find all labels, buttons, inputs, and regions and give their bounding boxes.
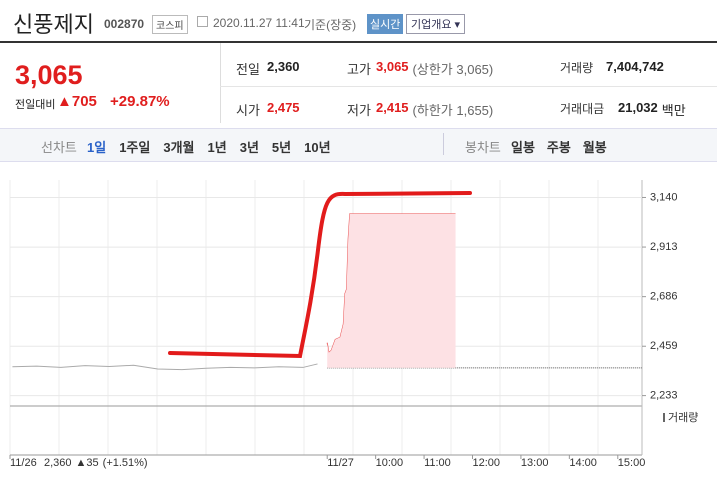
- tab[interactable]: 주봉: [546, 140, 571, 155]
- tab[interactable]: 3개월: [163, 140, 195, 155]
- company-info-text: 기업개요: [411, 19, 452, 31]
- stat-value: 3,065: [376, 59, 409, 74]
- stat-label: 전일: [236, 62, 260, 77]
- title: 신풍제지: [13, 12, 94, 37]
- stat-value: 21,032: [618, 100, 658, 115]
- header-rule: [0, 41, 717, 43]
- divider: [443, 133, 444, 155]
- basis: 기준(장중): [304, 18, 357, 32]
- tab-label: 봉차트: [465, 140, 501, 155]
- market: 코스피: [152, 15, 188, 34]
- divider: [220, 86, 717, 87]
- company-info[interactable]: 기업개요 ▾: [406, 14, 466, 34]
- prev-close: 2,360: [44, 457, 72, 469]
- realtime-badge[interactable]: 실시간: [367, 14, 404, 34]
- tab-bar: [0, 128, 717, 162]
- y-tick-label: 2,233: [650, 390, 678, 402]
- x-tick-label: 11/27: [327, 457, 354, 469]
- stat-unit: 백만: [661, 103, 686, 118]
- x-tick-label: 10:00: [376, 457, 404, 469]
- x-tick-label: 11/26: [10, 457, 37, 469]
- tab[interactable]: 월봉: [582, 140, 607, 155]
- x-tick-label: 14:00: [569, 457, 597, 469]
- grid: [9, 180, 599, 455]
- stat-label: 고가: [347, 62, 371, 77]
- x-tick-label: 11:00: [424, 457, 451, 469]
- y-tick-label: 3,140: [650, 191, 678, 203]
- tab[interactable]: 10년: [304, 140, 331, 155]
- change-value: 705: [71, 93, 97, 110]
- tab[interactable]: 일봉: [511, 140, 535, 155]
- y-tick-label: 2,913: [650, 241, 678, 253]
- tab[interactable]: 1년: [207, 140, 227, 155]
- divider: [220, 43, 221, 123]
- stat-value: 2,360: [267, 59, 300, 74]
- price-line: [12, 363, 318, 371]
- change-rate: +29.87%: [110, 93, 170, 110]
- stat-label: 거래대금: [560, 102, 605, 116]
- volume-icon: [663, 413, 665, 422]
- tab[interactable]: 1일: [87, 140, 107, 155]
- stat-label: 시가: [236, 103, 260, 118]
- stat-label: 저가: [347, 103, 371, 118]
- tab-label: 선차트: [41, 140, 77, 155]
- area: [327, 213, 456, 368]
- y-tick-label: 2,686: [650, 291, 678, 303]
- volume-label: 거래량: [668, 411, 698, 424]
- datetime: 2020.11.27 11:41: [213, 16, 305, 30]
- stat-note: (하한가 1,655): [412, 103, 494, 118]
- price: 3,065: [15, 60, 83, 90]
- x-tick-label: 12:00: [472, 457, 500, 469]
- stat-value: 7,404,742: [606, 59, 664, 74]
- change-label: 전일대비: [15, 99, 56, 111]
- code: 002870: [104, 17, 145, 31]
- tab[interactable]: 5년: [271, 140, 292, 155]
- stat-value: 2,475: [267, 100, 300, 115]
- prev-rate: (+1.51%): [103, 457, 148, 469]
- annotation-stroke: [168, 191, 472, 359]
- stat-label: 거래량: [560, 61, 594, 75]
- tab[interactable]: 3년: [239, 140, 259, 155]
- tab[interactable]: 1주일: [119, 140, 151, 155]
- prev-change: ▲35: [76, 457, 99, 469]
- x-tick-label: 15:00: [618, 457, 646, 469]
- stat-value: 2,415: [376, 100, 409, 115]
- change: ▲705: [57, 93, 97, 110]
- x-tick-label: 13:00: [521, 457, 549, 469]
- stat-note: (상한가 3,065): [412, 62, 494, 77]
- y-tick-label: 2,459: [650, 340, 678, 352]
- calendar-icon: [197, 16, 208, 27]
